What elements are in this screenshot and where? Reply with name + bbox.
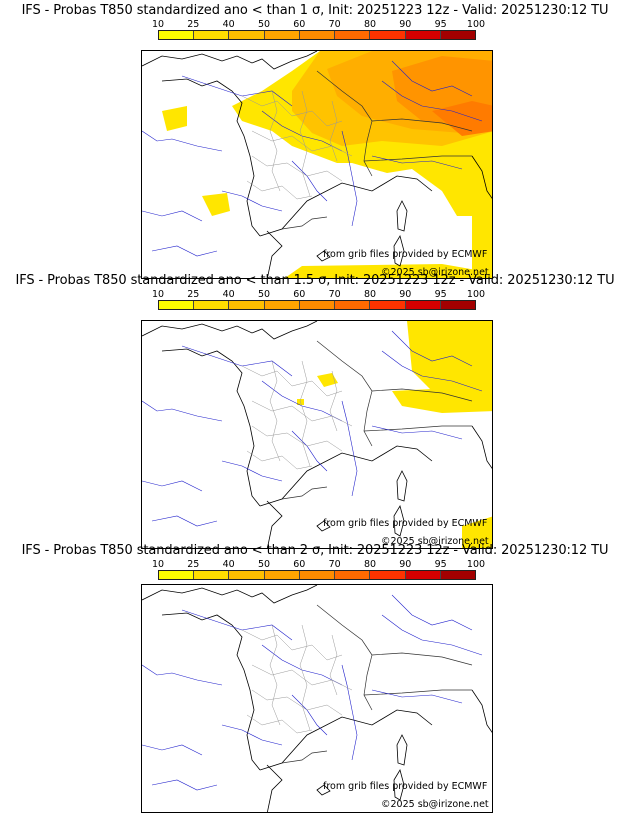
probability-color-bar [158,30,476,40]
scale-label: 95 [434,289,447,300]
national-borders [281,70,473,230]
map-panel-1-5sigma: IFS - Probas T850 standardized ano < tha… [0,273,630,549]
scale-label: 50 [257,559,271,570]
national-borders [281,604,473,764]
scale-color-segment [264,571,300,579]
scale-label: 80 [363,559,377,570]
scale-color-segment [335,31,371,39]
scale-color-segment [264,31,300,39]
panel-title: IFS - Probas T850 standardized ano < tha… [21,3,609,18]
scale-color-segment [405,301,441,309]
scale-color-segment [159,301,195,309]
credit-source: from grib files provided by ECMWF [323,249,488,260]
scale-label: 10 [151,289,165,300]
credit-source: from grib files provided by ECMWF [323,781,488,792]
panel-title: IFS - Probas T850 standardized ano < tha… [15,273,615,288]
admin-boundaries [241,90,353,200]
scale-color-segment [229,31,265,39]
scale-label: 40 [222,289,235,300]
scale-label: 25 [187,289,200,300]
map-frame: from grib files provided by ECMWF ©2025 … [141,320,493,549]
scale-color-segment [194,301,230,309]
credit-copyright: ©2025 sb@irizone.net [381,799,489,810]
probability-scale-labels: 10 25 40 50 60 70 80 90 95 100 [152,289,485,300]
scale-color-segment [370,31,406,39]
scale-color-segment [299,301,336,309]
scale-color-segment [229,571,265,579]
scale-color-segment [159,31,195,39]
scale-label: 70 [328,19,341,30]
coastline [142,585,492,812]
probability-color-bar [158,300,476,310]
scale-label: 80 [363,19,377,30]
scale-label: 60 [293,19,306,30]
scale-label: 100 [466,19,486,30]
probability-map [142,51,492,278]
probability-scale-labels: 10 25 40 50 60 70 80 90 95 100 [152,559,485,570]
probability-color-bar [158,570,476,580]
scale-label: 10 [151,559,165,570]
panel-title: IFS - Probas T850 standardized ano < tha… [21,543,609,558]
scale-label: 100 [466,289,486,300]
scale-color-segment [194,31,230,39]
probability-shading [297,321,492,548]
scale-label: 70 [328,559,341,570]
scale-color-segment [299,571,336,579]
admin-boundaries [241,360,353,470]
scale-label: 60 [293,559,306,570]
scale-label: 95 [434,559,447,570]
scale-color-segment [440,31,475,39]
map-frame: from grib files provided by ECMWF ©2025 … [141,584,493,813]
probability-map [142,585,492,812]
probability-shading [162,51,492,278]
scale-label: 90 [399,559,412,570]
scale-label: 70 [328,289,341,300]
scale-color-segment [370,571,406,579]
scale-label: 100 [466,559,486,570]
scale-color-segment [159,571,195,579]
scale-label: 10 [151,19,165,30]
scale-label: 25 [187,19,200,30]
rivers [142,330,483,527]
scale-label: 40 [222,559,235,570]
scale-label: 80 [363,289,377,300]
scale-color-segment [405,571,441,579]
scale-label: 25 [187,559,200,570]
probability-scale-labels: 10 25 40 50 60 70 80 90 95 100 [152,19,485,30]
map-panel-1sigma: IFS - Probas T850 standardized ano < tha… [0,3,630,279]
scale-color-segment [370,301,406,309]
coastline [142,51,492,278]
rivers [142,594,483,791]
coastline [142,321,492,548]
scale-label: 95 [434,19,447,30]
scale-color-segment [299,31,336,39]
scale-color-segment [264,301,300,309]
scale-color-segment [440,571,475,579]
map-panel-2sigma: IFS - Probas T850 standardized ano < tha… [0,543,630,819]
scale-color-segment [440,301,475,309]
scale-color-segment [335,571,371,579]
scale-label: 90 [399,289,412,300]
scale-label: 50 [257,19,271,30]
credit-source: from grib files provided by ECMWF [323,518,488,529]
credit-copyright: ©2025 sb@irizone.net [381,536,489,547]
national-borders [281,340,473,500]
scale-label: 60 [293,289,306,300]
scale-label: 40 [222,19,235,30]
scale-color-segment [229,301,265,309]
scale-color-segment [335,301,371,309]
scale-color-segment [405,31,441,39]
credit-copyright: ©2025 sb@irizone.net [381,267,489,278]
probability-map [142,321,492,548]
admin-boundaries [241,624,353,734]
map-frame: from grib files provided by ECMWF ©2025 … [141,50,493,279]
scale-color-segment [194,571,230,579]
scale-label: 50 [257,289,271,300]
scale-label: 90 [399,19,412,30]
